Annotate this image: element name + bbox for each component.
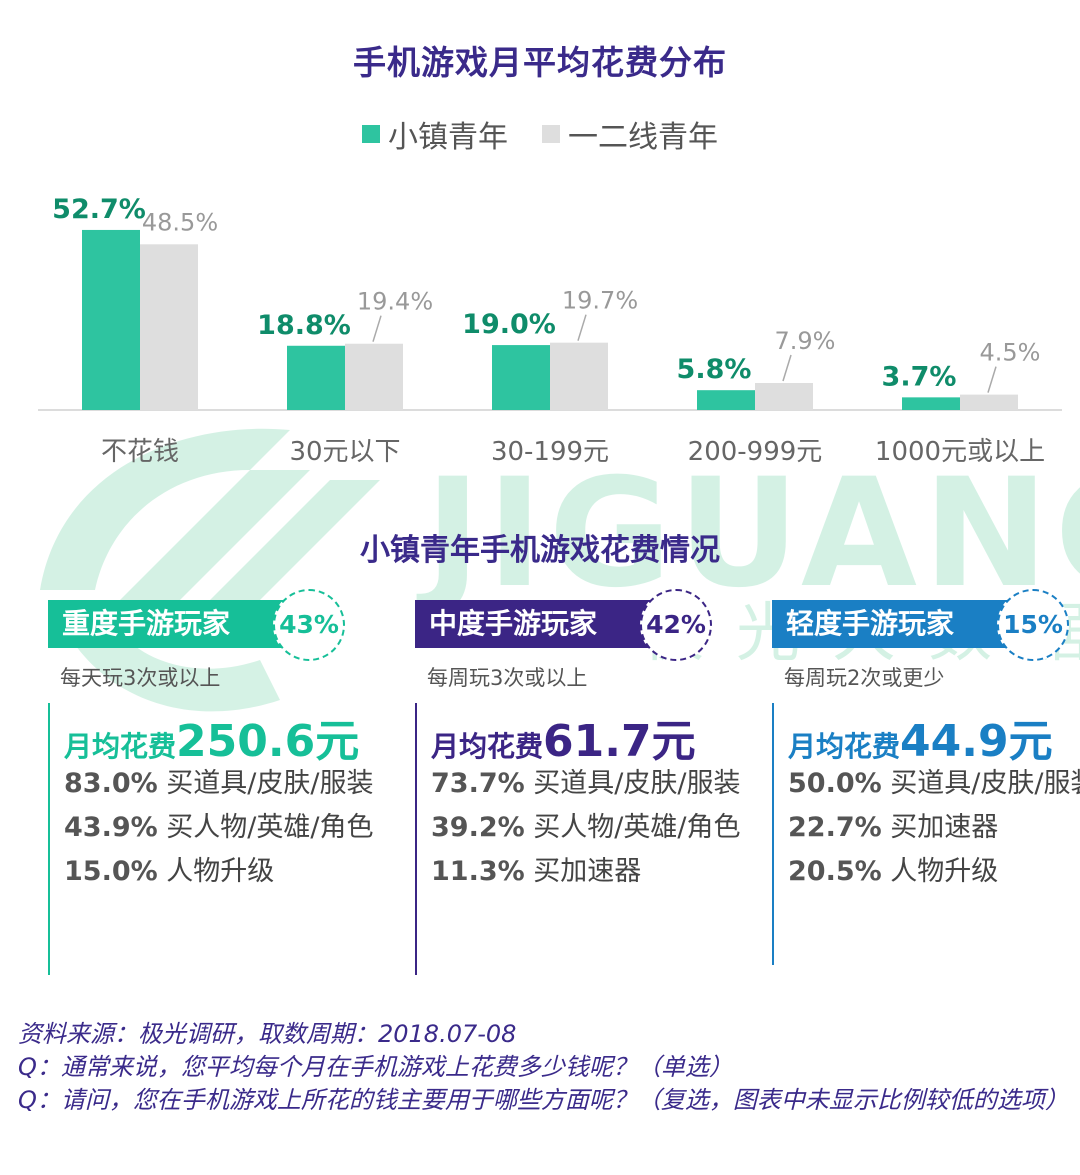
bar-town: [902, 397, 960, 410]
data-label-town: 18.8%: [257, 310, 351, 341]
spend-item: 15.0% 人物升级: [64, 855, 374, 889]
card-body: 月均花费44.9元 50.0% 买道具/皮肤/服装 22.7% 买加速器 20.…: [772, 703, 1080, 965]
spend-item-text: 买道具/皮肤/服装: [166, 768, 374, 799]
bar-city: [755, 383, 813, 410]
x-tick-label: 1000元或以上: [875, 437, 1045, 467]
spend-item-pct: 50.0%: [788, 768, 882, 799]
bar-town: [492, 345, 550, 410]
section-subtitle: 小镇青年手机游戏花费情况: [360, 533, 720, 568]
footer-source: 资料来源：极光调研，取数周期：2018.07-08: [18, 1020, 517, 1048]
data-label-town: 5.8%: [677, 354, 752, 385]
spend-value: 44.9元: [900, 716, 1053, 767]
spend-item-pct: 15.0%: [64, 856, 158, 887]
x-tick-label: 不花钱: [101, 437, 179, 467]
card-heavy-player: 重度手游玩家 43% 每天玩3次或以上 月均花费250.6元 83.0% 买道具…: [48, 585, 378, 975]
data-label-town: 3.7%: [882, 361, 957, 392]
bar-city: [550, 342, 608, 410]
monthly-spend: 月均花费250.6元: [64, 705, 359, 769]
spend-item: 39.2% 买人物/英雄/角色: [431, 811, 741, 845]
legend-item-city: 一二线青年: [542, 112, 718, 156]
data-label-town: 19.0%: [462, 309, 556, 340]
card-description: 每周玩2次或更少: [784, 666, 945, 690]
data-label-town: 52.7%: [52, 194, 146, 225]
spend-item-text: 买加速器: [890, 812, 999, 843]
data-label-city: 7.9%: [775, 327, 836, 355]
monthly-spend: 月均花费44.9元: [788, 705, 1053, 769]
label-leader-line: [987, 366, 997, 393]
card-description: 每周玩3次或以上: [427, 666, 588, 690]
spend-item-pct: 73.7%: [431, 768, 525, 799]
legend-label-town: 小镇青年: [388, 120, 508, 155]
card-medium-player: 中度手游玩家 42% 每周玩3次或以上 月均花费61.7元 73.7% 买道具/…: [415, 585, 745, 975]
share-badge: 15%: [997, 589, 1069, 661]
spend-label: 月均花费: [64, 730, 177, 763]
label-leader-line: [577, 314, 587, 341]
bar-town: [82, 229, 140, 410]
spend-value: 250.6元: [176, 716, 360, 767]
spend-item-pct: 20.5%: [788, 856, 882, 887]
spend-item: 11.3% 买加速器: [431, 855, 741, 889]
share-badge: 43%: [273, 589, 345, 661]
footer-question-2: Q：请问，您在手机游戏上所花的钱主要用于哪些方面呢？（复选，图表中未显示比例较低…: [18, 1086, 1069, 1114]
spend-label: 月均花费: [788, 730, 901, 763]
spend-items: 73.7% 买道具/皮肤/服装 39.2% 买人物/英雄/角色 11.3% 买加…: [431, 767, 741, 899]
label-leader-line: [372, 315, 382, 342]
card-body: 月均花费61.7元 73.7% 买道具/皮肤/服装 39.2% 买人物/英雄/角…: [415, 703, 747, 975]
bar-town: [287, 345, 345, 410]
spend-item-pct: 83.0%: [64, 768, 158, 799]
spend-items: 83.0% 买道具/皮肤/服装 43.9% 买人物/英雄/角色 15.0% 人物…: [64, 767, 374, 899]
spend-item: 22.7% 买加速器: [788, 811, 1080, 845]
data-label-city: 48.5%: [142, 208, 218, 236]
legend-swatch-city: [542, 125, 560, 143]
spend-item-pct: 22.7%: [788, 812, 882, 843]
card-tag: 轻度手游玩家: [772, 600, 1036, 648]
spend-item-text: 买道具/皮肤/服装: [890, 768, 1080, 799]
x-tick-label: 200-999元: [688, 437, 823, 467]
x-tick-label: 30-199元: [491, 437, 609, 467]
spend-item-text: 人物升级: [166, 856, 275, 887]
x-tick-label: 30元以下: [289, 437, 400, 467]
spend-item-text: 买道具/皮肤/服装: [533, 768, 741, 799]
card-body: 月均花费250.6元 83.0% 买道具/皮肤/服装 43.9% 买人物/英雄/…: [48, 703, 380, 975]
spend-item-pct: 43.9%: [64, 812, 158, 843]
bar-city: [345, 343, 403, 410]
monthly-spend: 月均花费61.7元: [431, 705, 696, 769]
footer-notes: 资料来源：极光调研，取数周期：2018.07-08 Q：通常来说，您平均每个月在…: [18, 1018, 1069, 1117]
label-leader-line: [782, 354, 792, 382]
spend-item-pct: 39.2%: [431, 812, 525, 843]
spend-item-text: 买人物/英雄/角色: [533, 812, 741, 843]
data-label-city: 4.5%: [980, 339, 1041, 367]
spend-label: 月均花费: [431, 730, 544, 763]
card-light-player: 轻度手游玩家 15% 每周玩2次或更少 月均花费44.9元 50.0% 买道具/…: [772, 585, 1080, 975]
spend-item-text: 买加速器: [533, 856, 642, 887]
card-tag: 重度手游玩家: [48, 600, 312, 648]
spend-value: 61.7元: [543, 716, 696, 767]
spend-item: 43.9% 买人物/英雄/角色: [64, 811, 374, 845]
spend-item-text: 买人物/英雄/角色: [166, 812, 374, 843]
bar-city: [140, 244, 198, 410]
chart-legend: 小镇青年 一二线青年: [0, 112, 1080, 156]
spend-item: 50.0% 买道具/皮肤/服装: [788, 767, 1080, 801]
legend-item-town: 小镇青年: [362, 112, 508, 156]
spend-item: 83.0% 买道具/皮肤/服装: [64, 767, 374, 801]
chart-title: 手机游戏月平均花费分布: [353, 43, 727, 82]
bar-chart: 52.7%48.5% 不花钱 18.8%19.4% 30元以下 19.0%19.7% 30…: [38, 194, 1062, 467]
spend-item-text: 人物升级: [890, 856, 999, 887]
spend-item-pct: 11.3%: [431, 856, 525, 887]
footer-question-1: Q：通常来说，您平均每个月在手机游戏上花费多少钱呢？（单选）: [18, 1053, 733, 1081]
spend-item: 73.7% 买道具/皮肤/服装: [431, 767, 741, 801]
bar-town: [697, 390, 755, 410]
data-label-city: 19.7%: [562, 287, 638, 315]
bar-city: [960, 394, 1018, 410]
spend-item: 20.5% 人物升级: [788, 855, 1080, 889]
card-description: 每天玩3次或以上: [60, 666, 221, 690]
legend-label-city: 一二线青年: [568, 120, 718, 155]
share-badge: 42%: [640, 589, 712, 661]
spend-items: 50.0% 买道具/皮肤/服装 22.7% 买加速器 20.5% 人物升级: [788, 767, 1080, 899]
data-label-city: 19.4%: [357, 288, 433, 316]
card-tag: 中度手游玩家: [415, 600, 679, 648]
legend-swatch-town: [362, 125, 380, 143]
